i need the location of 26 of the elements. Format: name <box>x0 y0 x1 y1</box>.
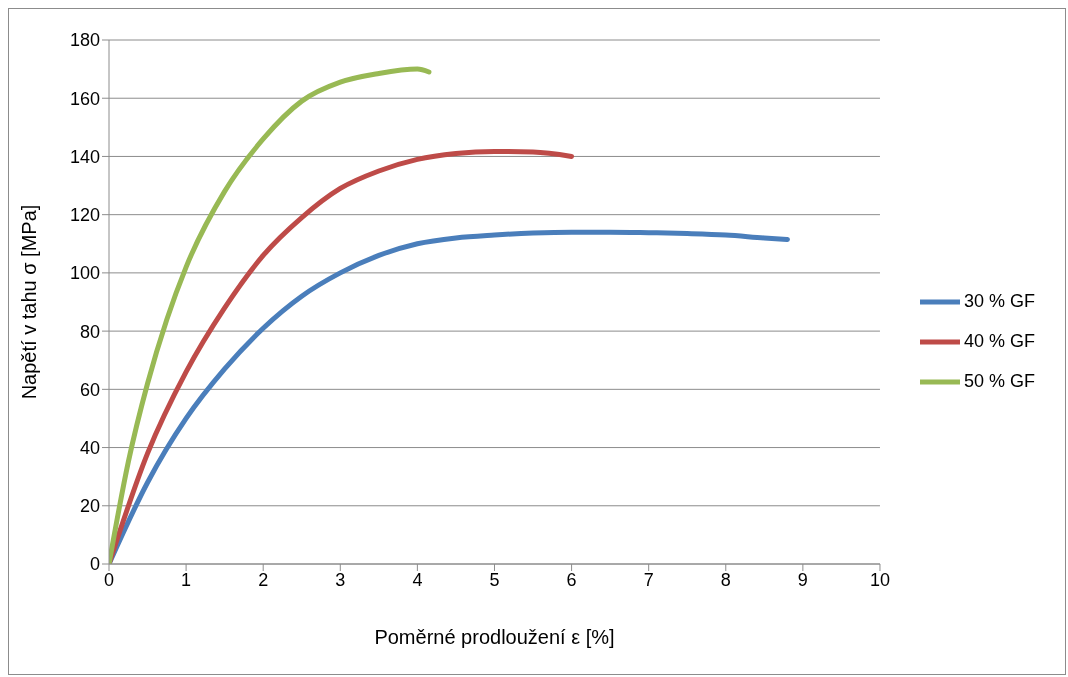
y-axis-title: Napětí v tahu σ [MPa] <box>18 204 41 400</box>
y-tick-label: 180 <box>69 30 100 51</box>
y-tick-label: 80 <box>79 321 100 342</box>
x-tick-label: 8 <box>720 569 731 590</box>
x-tick-label: 9 <box>797 569 808 590</box>
y-tick-label: 60 <box>79 379 100 400</box>
y-tick-label: 120 <box>69 205 100 226</box>
x-tick-label: 6 <box>566 569 577 590</box>
x-tick-label: 7 <box>643 569 654 590</box>
legend-label: 40 % GF <box>963 330 1035 351</box>
y-tick-label: 160 <box>69 88 100 109</box>
x-tick-label: 5 <box>489 569 500 590</box>
y-tick-label: 100 <box>69 263 100 284</box>
x-tick-label: 1 <box>181 569 192 590</box>
x-tick-label: 2 <box>258 569 269 590</box>
legend-label: 30 % GF <box>963 290 1035 311</box>
x-tick-label: 3 <box>335 569 346 590</box>
x-tick-label: 0 <box>103 569 115 590</box>
y-tick-label: 0 <box>89 554 100 575</box>
x-tick-label: 10 <box>869 569 890 590</box>
x-tick-label: 4 <box>412 569 423 590</box>
y-tick-label: 40 <box>79 437 100 458</box>
legend-label: 50 % GF <box>963 370 1035 391</box>
x-axis-title: Poměrné prodloužení ε [%] <box>374 626 615 648</box>
y-tick-label: 140 <box>69 146 100 167</box>
y-tick-label: 20 <box>79 496 100 517</box>
